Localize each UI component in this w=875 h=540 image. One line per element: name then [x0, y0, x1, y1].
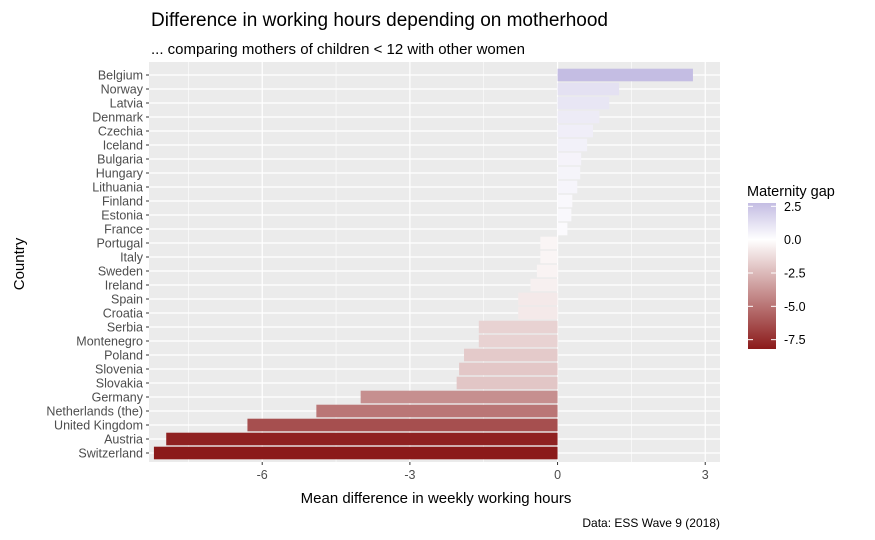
- bar-belgium: [557, 68, 693, 82]
- bar-slovakia: [456, 376, 558, 390]
- y-tick-label: Germany: [92, 391, 144, 405]
- y-tick-label: Montenegro: [76, 335, 143, 349]
- y-tick-label: Sweden: [98, 265, 143, 279]
- bar-norway: [557, 82, 620, 96]
- y-tick-label: Lithuania: [92, 181, 143, 195]
- y-tick-label: Estonia: [101, 209, 143, 223]
- grid-lines: [149, 62, 720, 462]
- legend-label: -5.0: [784, 300, 806, 314]
- y-tick-label: Slovenia: [95, 363, 143, 377]
- y-tick-label: Latvia: [110, 97, 143, 111]
- bar-croatia: [518, 306, 558, 320]
- bar-france: [557, 222, 568, 236]
- y-tick-label: Denmark: [92, 111, 143, 125]
- y-tick-label: Italy: [120, 251, 144, 265]
- y-tick-label: Belgium: [98, 69, 143, 83]
- y-tick-label: Switzerland: [78, 447, 143, 461]
- bar-finland: [557, 194, 573, 208]
- legend-label: 2.5: [784, 200, 801, 214]
- y-tick-label: France: [104, 223, 143, 237]
- x-tick-labels: -6 -3 0 3: [257, 462, 709, 482]
- bar-switzerland: [153, 446, 558, 460]
- y-tick-label: Austria: [104, 433, 143, 447]
- y-tick-label: Serbia: [107, 321, 143, 335]
- legend-label: 0.0: [784, 233, 801, 247]
- bar-hungary: [557, 166, 581, 180]
- legend-label: -2.5: [784, 267, 806, 281]
- y-tick-label: Netherlands (the): [46, 405, 143, 419]
- legend-color-bar: [748, 203, 776, 349]
- y-tick-label: Poland: [104, 349, 143, 363]
- x-tick-label: -3: [404, 468, 415, 482]
- y-tick-label: Slovakia: [96, 377, 143, 391]
- y-tick-labels: BelgiumNorwayLatviaDenmarkCzechiaIceland…: [46, 69, 149, 461]
- y-tick-label: Iceland: [103, 139, 143, 153]
- bar-spain: [518, 292, 558, 306]
- y-tick-label: Norway: [101, 83, 144, 97]
- bar-netherlands-the: [316, 404, 558, 418]
- bar-slovenia: [459, 362, 558, 376]
- x-tick-label: 0: [554, 468, 561, 482]
- y-tick-label: Czechia: [98, 125, 143, 139]
- legend-title: Maternity gap: [747, 184, 835, 200]
- bar-iceland: [557, 138, 588, 152]
- x-tick-label: 3: [702, 468, 709, 482]
- y-tick-label: Croatia: [103, 307, 143, 321]
- bar-united-kingdom: [247, 418, 558, 432]
- y-tick-label: Hungary: [96, 167, 144, 181]
- bar-bulgaria: [557, 152, 582, 166]
- x-axis-title: Mean difference in weekly working hours: [301, 490, 572, 507]
- bar-montenegro: [478, 334, 558, 348]
- bar-serbia: [478, 320, 558, 334]
- legend: 2.5 0.0 -2.5 -5.0 -7.5: [748, 200, 806, 349]
- legend-label: -7.5: [784, 333, 806, 347]
- bar-germany: [360, 390, 558, 404]
- bar-denmark: [557, 110, 600, 124]
- x-tick-label: -6: [257, 468, 268, 482]
- bar-ireland: [530, 278, 558, 292]
- y-tick-label: Bulgaria: [97, 153, 143, 167]
- bar-poland: [464, 348, 558, 362]
- bar-czechia: [557, 124, 594, 138]
- y-tick-label: Finland: [102, 195, 143, 209]
- chart-subtitle: ... comparing mothers of children < 12 w…: [151, 41, 525, 58]
- y-tick-label: Ireland: [105, 279, 143, 293]
- y-tick-label: Spain: [111, 293, 143, 307]
- bar-estonia: [557, 208, 572, 222]
- bar-latvia: [557, 96, 610, 110]
- bar-italy: [540, 250, 558, 264]
- bar-sweden: [536, 264, 558, 278]
- bar-portugal: [540, 236, 558, 250]
- chart-title: Difference in working hours depending on…: [151, 10, 608, 31]
- bar-austria: [166, 432, 558, 446]
- bar-lithuania: [557, 180, 578, 194]
- y-tick-label: Portugal: [96, 237, 143, 251]
- chart-caption: Data: ESS Wave 9 (2018): [582, 516, 720, 530]
- bars: [153, 68, 693, 460]
- y-tick-label: United Kingdom: [54, 419, 143, 433]
- y-axis-title: Country: [11, 237, 28, 290]
